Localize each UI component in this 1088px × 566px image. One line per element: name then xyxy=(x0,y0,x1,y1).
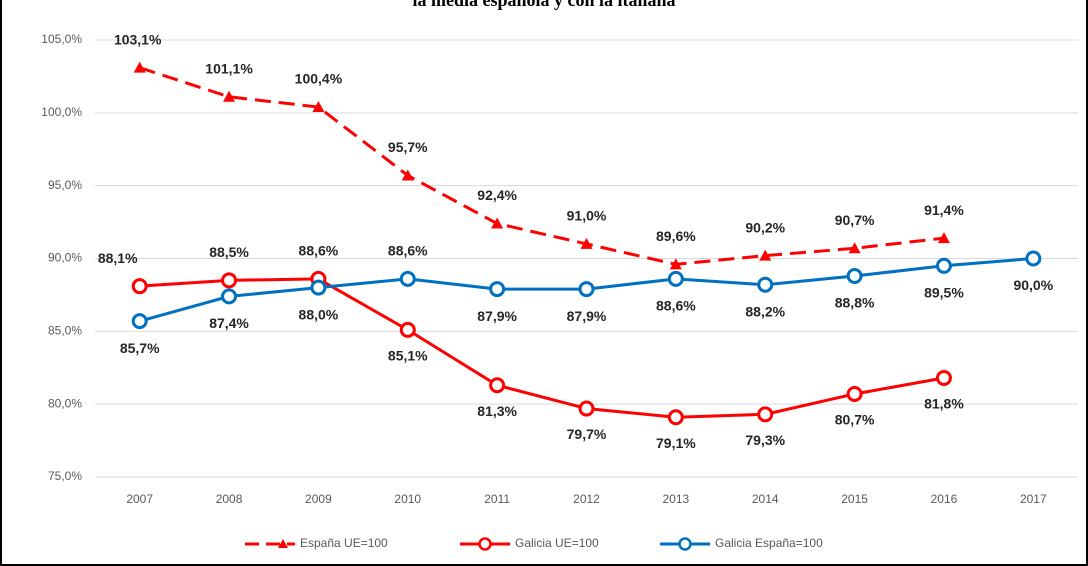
y-tick-label: 100,0% xyxy=(41,105,82,119)
value-label: 85,7% xyxy=(120,340,160,356)
x-tick-label: 2016 xyxy=(931,492,958,506)
marker xyxy=(667,270,684,287)
legend-label: Galicia España=100 xyxy=(715,536,823,550)
y-tick-label: 75,0% xyxy=(48,469,82,483)
marker xyxy=(759,249,772,261)
value-label: 100,4% xyxy=(295,71,343,87)
marker xyxy=(131,313,148,330)
legend-marker xyxy=(478,537,492,551)
chart-title: la media española y con la italiana xyxy=(412,0,675,10)
marker xyxy=(221,288,238,305)
x-tick-label: 2017 xyxy=(1020,492,1047,506)
value-label: 90,0% xyxy=(1013,277,1053,293)
marker xyxy=(221,272,238,289)
marker xyxy=(312,101,325,113)
marker xyxy=(399,270,416,287)
marker xyxy=(578,281,595,298)
value-label: 79,3% xyxy=(745,432,785,448)
value-label: 101,1% xyxy=(205,61,253,77)
x-tick-label: 2012 xyxy=(573,492,600,506)
value-label: 91,4% xyxy=(924,202,964,218)
marker xyxy=(580,237,593,249)
value-label: 87,9% xyxy=(477,308,517,324)
series-line xyxy=(139,66,945,266)
marker xyxy=(310,279,327,296)
marker xyxy=(401,169,414,181)
marker xyxy=(399,321,416,338)
y-tick-label: 80,0% xyxy=(48,396,82,410)
value-label: 85,1% xyxy=(388,348,428,364)
value-label: 89,5% xyxy=(924,284,964,300)
value-label: 81,8% xyxy=(924,396,964,412)
value-label: 90,2% xyxy=(745,219,785,235)
value-label: 88,1% xyxy=(98,250,138,266)
value-label: 88,6% xyxy=(656,298,696,314)
value-label: 87,9% xyxy=(567,308,607,324)
value-label: 88,5% xyxy=(209,244,249,260)
marker xyxy=(846,385,863,402)
value-label: 88,0% xyxy=(299,306,339,322)
legend-marker xyxy=(278,539,288,548)
marker xyxy=(131,278,148,295)
y-tick-label: 95,0% xyxy=(48,178,82,192)
legend-label: Galicia UE=100 xyxy=(515,536,599,550)
value-label: 88,6% xyxy=(388,243,428,259)
marker xyxy=(667,409,684,426)
marker xyxy=(669,258,682,270)
series-line xyxy=(139,277,945,419)
x-tick-label: 2007 xyxy=(126,492,153,506)
marker xyxy=(757,406,774,423)
marker xyxy=(491,217,504,229)
marker xyxy=(935,369,952,386)
legend-marker xyxy=(678,537,692,551)
x-tick-label: 2009 xyxy=(305,492,332,506)
x-tick-label: 2014 xyxy=(752,492,779,506)
x-tick-label: 2011 xyxy=(484,492,510,506)
legend-label: España UE=100 xyxy=(300,536,388,550)
y-tick-label: 105,0% xyxy=(41,32,82,46)
value-label: 88,8% xyxy=(835,295,875,311)
value-label: 92,4% xyxy=(477,187,517,203)
value-label: 95,7% xyxy=(388,139,428,155)
marker xyxy=(223,90,236,102)
x-tick-label: 2013 xyxy=(663,492,690,506)
y-tick-label: 90,0% xyxy=(48,251,82,265)
y-tick-label: 85,0% xyxy=(48,324,82,338)
marker xyxy=(937,232,950,244)
value-label: 89,6% xyxy=(656,228,696,244)
value-label: 79,7% xyxy=(567,426,607,442)
marker xyxy=(848,242,861,254)
marker xyxy=(757,276,774,293)
marker xyxy=(1025,250,1042,267)
marker xyxy=(489,377,506,394)
value-label: 79,1% xyxy=(656,435,696,451)
value-label: 91,0% xyxy=(567,208,607,224)
value-label: 80,7% xyxy=(835,412,875,428)
marker xyxy=(578,400,595,417)
x-tick-label: 2015 xyxy=(841,492,868,506)
marker xyxy=(489,281,506,298)
marker xyxy=(935,257,952,274)
value-label: 87,4% xyxy=(209,315,249,331)
x-tick-label: 2008 xyxy=(216,492,243,506)
value-label: 88,2% xyxy=(745,303,785,319)
value-label: 81,3% xyxy=(477,403,517,419)
marker xyxy=(133,61,146,73)
value-label: 88,6% xyxy=(299,243,339,259)
marker xyxy=(846,267,863,284)
value-label: 90,7% xyxy=(835,212,875,228)
value-label: 103,1% xyxy=(114,31,162,47)
x-tick-label: 2010 xyxy=(394,492,421,506)
